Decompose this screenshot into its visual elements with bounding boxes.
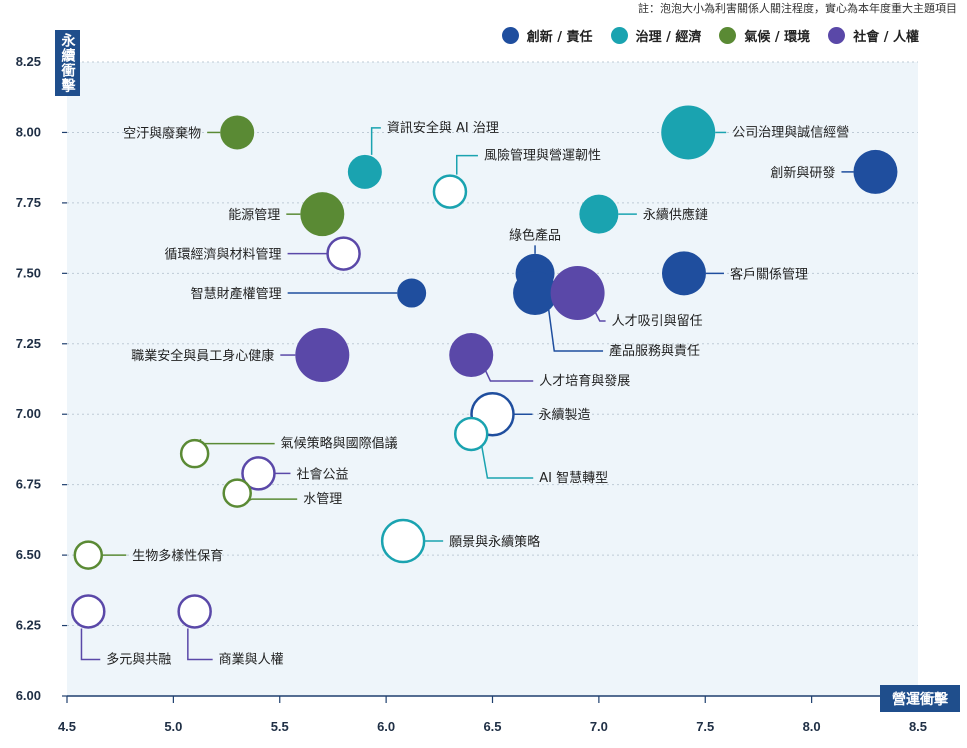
bubble-label-11: 產品服務與責任 <box>609 343 700 359</box>
y-tick-label: 6.50 <box>16 547 41 562</box>
bubble-point-18 <box>241 456 276 491</box>
legend-item-innovation: 創新 / 責任 <box>501 26 593 45</box>
bubble-label-14: 人才培育與發展 <box>539 373 630 389</box>
bubble-point-20 <box>380 518 426 564</box>
bubble-label-19: 水管理 <box>303 492 342 507</box>
bubble-point-7 <box>326 236 361 271</box>
bubble-point-2 <box>432 174 468 209</box>
bubble-label-4: 創新與研發 <box>770 165 835 181</box>
bubble-label-16: AI 智慧轉型 <box>539 470 608 486</box>
bubble-label-23: 商業與人權 <box>219 651 284 667</box>
bubble-point-22 <box>71 594 106 629</box>
x-tick-label: 8.5 <box>909 719 927 734</box>
x-tick-label: 5.5 <box>271 719 289 734</box>
legend-label-innovation: 創新 / 責任 <box>526 30 593 45</box>
bubble-label-17: 氣候策略與國際倡議 <box>281 436 398 452</box>
x-tick-label: 7.5 <box>696 719 714 734</box>
legend-label-climate: 氣候 / 環境 <box>744 30 811 45</box>
legend-swatch-governance <box>610 27 628 44</box>
bubble-point-11 <box>513 271 558 316</box>
leader-line-23 <box>187 628 213 661</box>
y-tick-label: 6.25 <box>16 618 41 633</box>
y-tick-label: 6.00 <box>16 688 41 703</box>
bubble-point-13 <box>295 328 350 383</box>
x-tick-label: 8.0 <box>803 719 821 734</box>
y-tick-label: 7.50 <box>16 265 41 280</box>
y-tick-label: 8.25 <box>16 54 41 69</box>
leader-line-16 <box>480 444 534 479</box>
bubble-label-1: 資訊安全與 AI 治理 <box>387 120 499 136</box>
leader-line-11 <box>547 306 604 352</box>
bubble-point-10 <box>397 278 427 308</box>
bubble-label-6: 永續供應鏈 <box>643 207 708 223</box>
legend-label-social: 社會 / 人權 <box>853 30 919 45</box>
bubble-label-7: 循環經濟與材料管理 <box>165 247 282 263</box>
y-tick-label: 7.00 <box>16 406 41 421</box>
bubble-point-5 <box>300 192 345 237</box>
x-tick-label: 4.5 <box>58 719 76 734</box>
bubble-label-5: 能源管理 <box>228 208 280 223</box>
plot-background <box>67 62 918 696</box>
x-tick-label: 6.5 <box>483 719 501 734</box>
bubble-label-0: 空汙與廢棄物 <box>123 126 201 141</box>
bubble-label-18: 社會公益 <box>296 466 348 482</box>
legend-item-climate: 氣候 / 環境 <box>719 26 810 45</box>
bubble-point-21 <box>73 540 104 570</box>
x-axis-label: 營運衝擊 <box>880 685 960 712</box>
bubble-point-6 <box>579 194 619 234</box>
bubble-label-21: 生物多樣性保育 <box>132 548 223 564</box>
bubble-label-2: 風險管理與營運韌性 <box>484 149 601 164</box>
bubble-label-22: 多元與共融 <box>106 651 171 667</box>
y-axis-label: 永續衝擊 <box>55 30 80 96</box>
bubble-label-9: 客戶關係管理 <box>730 266 808 282</box>
y-tick-label: 7.75 <box>16 195 41 210</box>
bubble-point-9 <box>661 251 706 296</box>
bubble-point-14 <box>449 333 494 378</box>
legend-swatch-innovation <box>501 27 519 44</box>
bubble-label-15: 永續製造 <box>539 408 591 423</box>
legend-label-governance: 治理 / 經濟 <box>635 30 702 45</box>
bubble-point-17 <box>179 438 210 469</box>
bubble-label-10: 智慧財產權管理 <box>191 286 282 302</box>
leader-line-1 <box>370 127 381 155</box>
bubble-point-23 <box>177 594 212 629</box>
bubble-label-13: 職業安全與員工身心健康 <box>131 348 274 364</box>
bubble-point-12 <box>550 266 605 321</box>
leader-line-12 <box>593 308 606 322</box>
bubble-point-3 <box>661 105 716 160</box>
x-tick-label: 6.0 <box>377 719 395 734</box>
bubble-point-1 <box>347 154 382 189</box>
bubble-point-4 <box>853 149 898 194</box>
y-tick-label: 7.25 <box>16 336 41 351</box>
legend-item-governance: 治理 / 經濟 <box>610 26 702 45</box>
x-tick-label: 5.0 <box>164 719 182 734</box>
bubble-label-3: 公司治理與誠信經營 <box>732 125 849 140</box>
leader-line-14 <box>483 367 534 382</box>
legend: 創新 / 責任 治理 / 經濟 氣候 / 環境 社會 / 人權 <box>501 26 919 45</box>
legend-swatch-social <box>828 27 846 44</box>
bubble-point-19 <box>222 478 252 508</box>
y-tick-label: 8.00 <box>16 124 41 139</box>
bubble-label-8: 綠色產品 <box>509 227 561 243</box>
bubble-label-12: 人才吸引與留任 <box>612 314 703 329</box>
legend-swatch-climate <box>719 27 737 44</box>
x-tick-label: 7.0 <box>590 719 608 734</box>
leader-line-22 <box>80 628 101 661</box>
y-tick-label: 6.75 <box>16 477 41 492</box>
axis-ticks: 6.00 6.25 6.50 6.75 7.00 7.25 7.50 7.75 8.00 8.25… <box>16 54 927 734</box>
bubbles <box>71 105 898 629</box>
bubble-point-16 <box>453 416 489 452</box>
leader-line-2 <box>456 154 478 175</box>
bubble-point-0 <box>220 115 255 150</box>
bubble-label-20: 願景與永續策略 <box>449 534 540 550</box>
legend-item-social: 社會 / 人權 <box>828 26 919 45</box>
chart-note: 註：泡泡大小為利害關係人關注程度，實心為本年度重大主題項目 <box>638 2 957 15</box>
